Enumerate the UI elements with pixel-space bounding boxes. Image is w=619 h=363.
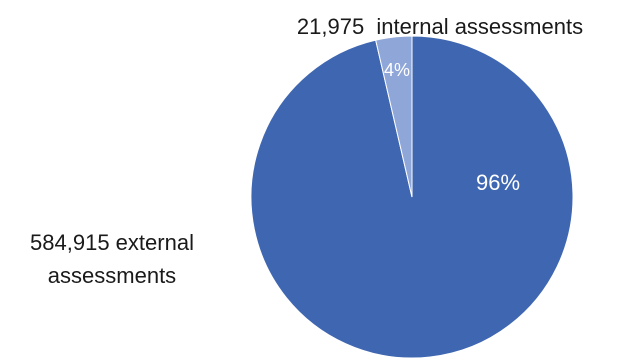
slice-percent-label-external: 96% [476, 170, 520, 195]
slice-category-label-external-line2: assessments [48, 263, 176, 288]
slice-category-label-internal: 21,975 internal assessments [297, 14, 583, 39]
slice-category-label-external-line1: 584,915 external [30, 230, 194, 255]
pie-slices [250, 35, 574, 359]
slice-percent-label-internal: 4% [384, 60, 410, 80]
pie-slice-internal [375, 35, 413, 198]
